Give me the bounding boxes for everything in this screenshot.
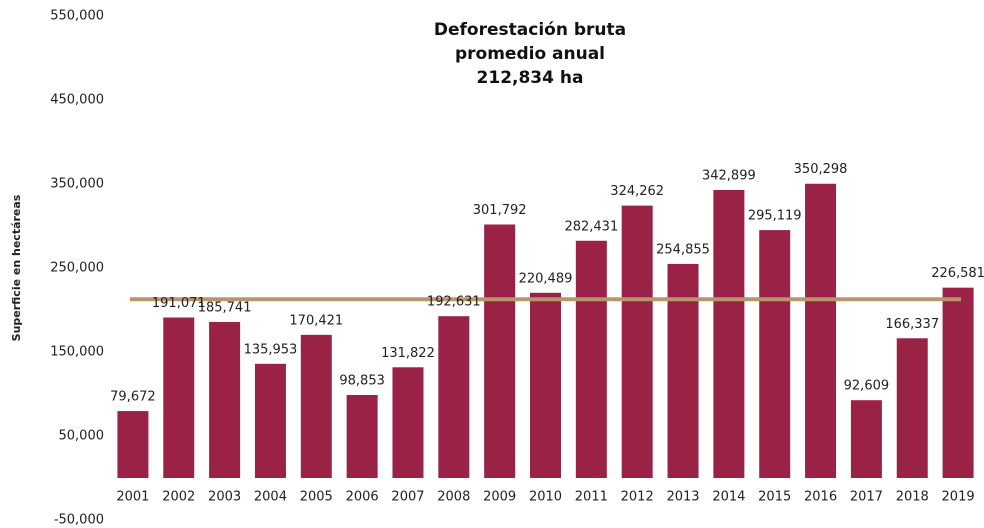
x-tick-label: 2014 xyxy=(712,490,745,505)
data-label: 166,337 xyxy=(885,317,939,332)
chart-title: promedio anual xyxy=(455,44,605,64)
y-tick-label: 150,000 xyxy=(50,345,104,360)
y-tick-label: 550,000 xyxy=(50,9,104,24)
bar xyxy=(805,183,837,478)
data-label: 98,853 xyxy=(339,373,385,388)
x-tick-label: 2016 xyxy=(804,490,837,505)
data-label: 135,953 xyxy=(244,342,298,357)
x-tick-label: 2019 xyxy=(942,490,975,505)
bar xyxy=(163,317,195,478)
bar xyxy=(484,224,516,478)
data-label: 191,071 xyxy=(152,296,206,311)
x-tick-label: 2004 xyxy=(254,490,287,505)
x-tick-label: 2011 xyxy=(575,490,608,505)
bar xyxy=(621,205,653,478)
x-tick-label: 2012 xyxy=(621,490,654,505)
data-label: 295,119 xyxy=(748,209,802,224)
data-label: 79,672 xyxy=(110,390,156,405)
bar xyxy=(942,287,974,478)
x-tick-label: 2013 xyxy=(666,490,699,505)
y-tick-label: 50,000 xyxy=(59,429,105,444)
y-tick-label: 250,000 xyxy=(50,261,104,276)
data-label: 254,855 xyxy=(656,242,710,257)
bar xyxy=(896,338,928,478)
data-label: 170,421 xyxy=(289,313,343,328)
bar xyxy=(117,411,149,478)
y-tick-label: -50,000 xyxy=(54,513,104,528)
x-tick-label: 2007 xyxy=(391,490,424,505)
x-tick-label: 2009 xyxy=(483,490,516,505)
data-label: 226,581 xyxy=(931,266,984,281)
data-label: 301,792 xyxy=(473,203,527,218)
bar xyxy=(209,321,241,478)
bar xyxy=(530,292,561,478)
data-label: 220,489 xyxy=(519,271,573,286)
bar xyxy=(667,263,699,478)
bar xyxy=(759,230,791,478)
x-tick-label: 2018 xyxy=(896,490,929,505)
x-tick-label: 2001 xyxy=(116,490,149,505)
x-tick-label: 2010 xyxy=(529,490,562,505)
data-label: 185,741 xyxy=(198,300,252,315)
data-label: 192,631 xyxy=(427,295,481,310)
y-tick-label: 450,000 xyxy=(50,93,104,108)
x-tick-label: 2006 xyxy=(346,490,379,505)
bar xyxy=(392,367,424,478)
x-tick-label: 2002 xyxy=(162,490,195,505)
x-tick-label: 2017 xyxy=(850,490,883,505)
data-label: 350,298 xyxy=(794,162,848,177)
data-label: 92,609 xyxy=(844,379,890,394)
bar xyxy=(713,189,745,478)
chart-title: Deforestación bruta xyxy=(434,20,626,40)
bar xyxy=(850,400,882,478)
bar xyxy=(254,363,286,478)
x-tick-label: 2005 xyxy=(300,490,333,505)
data-label: 131,822 xyxy=(381,346,435,361)
bar xyxy=(575,240,607,478)
x-tick-label: 2008 xyxy=(437,490,470,505)
data-label: 324,262 xyxy=(610,184,664,199)
bar xyxy=(300,334,332,478)
x-tick-label: 2003 xyxy=(208,490,241,505)
y-axis-title: Superficie en hectáreas xyxy=(10,194,23,341)
bar xyxy=(438,316,470,478)
bar xyxy=(346,394,378,478)
data-label: 342,899 xyxy=(702,168,756,183)
data-label: 282,431 xyxy=(564,219,618,234)
x-tick-label: 2015 xyxy=(758,490,791,505)
chart-title: 212,834 ha xyxy=(477,68,584,88)
y-tick-label: 350,000 xyxy=(50,177,104,192)
